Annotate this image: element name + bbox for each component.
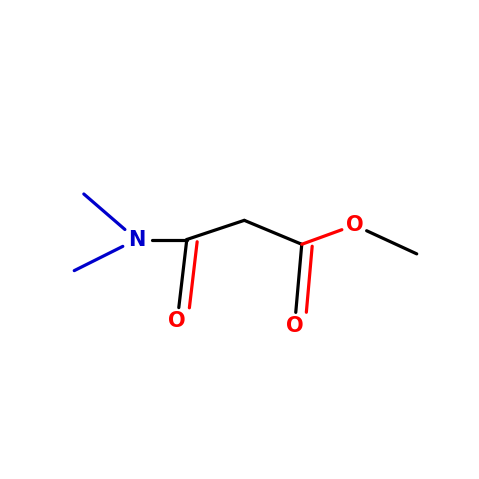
Text: O: O (169, 311, 186, 331)
Text: O: O (346, 215, 363, 235)
Text: N: N (128, 229, 145, 250)
Text: O: O (286, 316, 303, 336)
